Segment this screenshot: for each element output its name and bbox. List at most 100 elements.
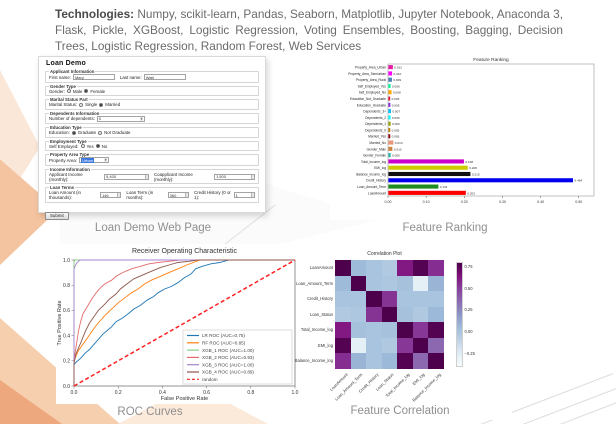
spinner-control[interactable] (251, 174, 254, 179)
roc-curve (73, 259, 296, 387)
ranking-bar (388, 102, 391, 107)
ranking-category-label: Dependents_2 (365, 116, 386, 120)
heatmap-cell (428, 260, 444, 276)
field-value: Mary (74, 74, 84, 80)
heatmap-cell (428, 291, 444, 307)
ranking-category-label: Gender_Male (367, 147, 387, 151)
heatmap-x-label: Balance_Income_log (410, 371, 442, 403)
ranking-value-label: 0.010 (394, 147, 402, 151)
spinner-control[interactable] (144, 174, 148, 179)
submit-button[interactable]: Submit (45, 211, 69, 220)
ranking-x-tick-label: 0.00 (385, 200, 392, 204)
select-value: Urban (81, 157, 94, 163)
form-field: Property Area: Urban ▾ (49, 157, 110, 163)
roc-x-tick-label: 0.8 (247, 390, 254, 396)
radio-button[interactable] (99, 102, 104, 107)
ranking-x-tick-label: 0.40 (537, 200, 544, 204)
heatmap-cell (350, 306, 366, 322)
form-field: Coapplicant Income (monthly): 1,500 (154, 172, 255, 182)
ranking-title: Feature Ranking (473, 57, 509, 63)
ranking-value-label: 0.215 (472, 172, 480, 176)
ranking-value-label: 0.484 (574, 179, 582, 183)
ranking-value-label: 0.006 (392, 154, 400, 158)
field-label: Gender: (49, 88, 65, 94)
ranking-category-label: LoanAmount (368, 191, 386, 195)
heatmap-cell (381, 306, 397, 322)
colorbar-tick-label: 0.75 (464, 263, 473, 269)
field-label: Education: (49, 130, 70, 135)
radio-button[interactable] (79, 102, 84, 107)
correlation-title: Correlation Plot (367, 251, 402, 257)
heatmap-cell (335, 322, 351, 338)
roc-x-tick-label: 0.2 (115, 390, 122, 396)
number-input[interactable]: 1 (233, 192, 255, 198)
heatmap-y-label: Loan_Status (310, 311, 333, 317)
heatmap-cell (350, 260, 366, 276)
form-field: Education: Graduate Not Graduate (49, 130, 130, 135)
caption-feature-correlation: Feature Correlation (350, 405, 450, 417)
radio-button[interactable] (71, 130, 76, 135)
text-input[interactable]: Mary (72, 74, 115, 80)
heatmap-cell (381, 291, 397, 307)
spinner-control[interactable] (251, 193, 254, 197)
select-input[interactable]: 0 ▾ (96, 115, 145, 122)
select-input[interactable]: Urban ▾ (79, 157, 110, 163)
heatmap-cell (381, 353, 397, 369)
number-input[interactable]: 5,400 (104, 173, 149, 180)
ranking-value-label: 0.005 (392, 116, 400, 120)
number-input[interactable]: 146 (99, 192, 122, 198)
radio-label: Married (105, 102, 121, 107)
roc-x-tick-label: 0.0 (71, 390, 78, 396)
ranking-value-label: 0.012 (394, 66, 402, 70)
ranking-bar (388, 83, 391, 89)
spinner-control[interactable] (117, 193, 121, 197)
spinner-control[interactable] (185, 193, 189, 197)
ranking-bar (388, 65, 393, 70)
roc-curve (73, 259, 295, 386)
ranking-value-label: 0.005 (392, 103, 400, 107)
heatmap-cell (397, 353, 413, 369)
text-input[interactable]: Watt (143, 74, 186, 80)
form-field: Last name: Watt (120, 74, 186, 80)
roc-legend-label: XGB_4 ROC (AUC=0.89) (202, 370, 254, 375)
ranking-bar (388, 171, 471, 177)
field-label: Last name: (119, 74, 142, 80)
ranking-bar (388, 127, 391, 133)
feature-ranking-svg: Feature Ranking Property_Area_Urban 0.012 P… (348, 57, 595, 204)
roc-legend-label: XGB_1 ROC (AUC=1.00) (202, 348, 254, 353)
ranking-category-label: Balance_Income_log (356, 172, 386, 176)
heatmap-y-label: LoanAmount (309, 265, 333, 271)
radio-button[interactable] (98, 130, 103, 135)
form-row: Loan Amount (in thousands): 146 Loan Term … (49, 190, 255, 200)
number-input[interactable]: 360 (167, 192, 190, 198)
form-section: Marital Status Part Marital Status: Single… (45, 97, 259, 110)
heatmap-cell (397, 291, 413, 307)
radio-button[interactable] (95, 144, 100, 148)
ranking-category-label: Credit_History (366, 179, 387, 183)
ranking-x-tick-label: 0.20 (461, 200, 468, 204)
roc-curve (73, 259, 295, 386)
heatmap-x-label: Loan_Amount_Term (334, 371, 364, 402)
colorbar-tick-label: −0.25 (464, 350, 475, 356)
form-section: Loan Terms Loan Amount (in thousands): 146… (45, 185, 259, 203)
number-input[interactable]: 1,500 (213, 173, 255, 180)
radio-button[interactable] (84, 89, 89, 93)
form-section: Dependents Information Number of dependen… (45, 110, 259, 124)
ranking-value-label: 0.009 (393, 78, 401, 82)
heatmap-cell (428, 322, 444, 338)
ranking-bar (388, 159, 464, 164)
ranking-category-label: Dependents_3+ (363, 110, 386, 114)
ranking-bar (388, 153, 391, 158)
chevron-down-icon: ▾ (140, 116, 143, 121)
field-label: Coapplicant Income (monthly): (153, 171, 193, 182)
radio-button[interactable] (66, 89, 71, 93)
form-field: Loan Amount (in thousands): 146 (49, 190, 122, 200)
ranking-value-label: 0.005 (392, 128, 400, 132)
form-field: Credit History (0 or 1): 1 (194, 190, 255, 200)
radio-button[interactable] (80, 144, 85, 148)
ranking-bar (388, 184, 439, 189)
ranking-value-label: 0.203 (467, 191, 475, 195)
form-body: Applicant Information First name: Mary Last… (45, 69, 259, 203)
chevron-down-icon: ▾ (104, 158, 108, 162)
heatmap-cell (397, 275, 413, 291)
